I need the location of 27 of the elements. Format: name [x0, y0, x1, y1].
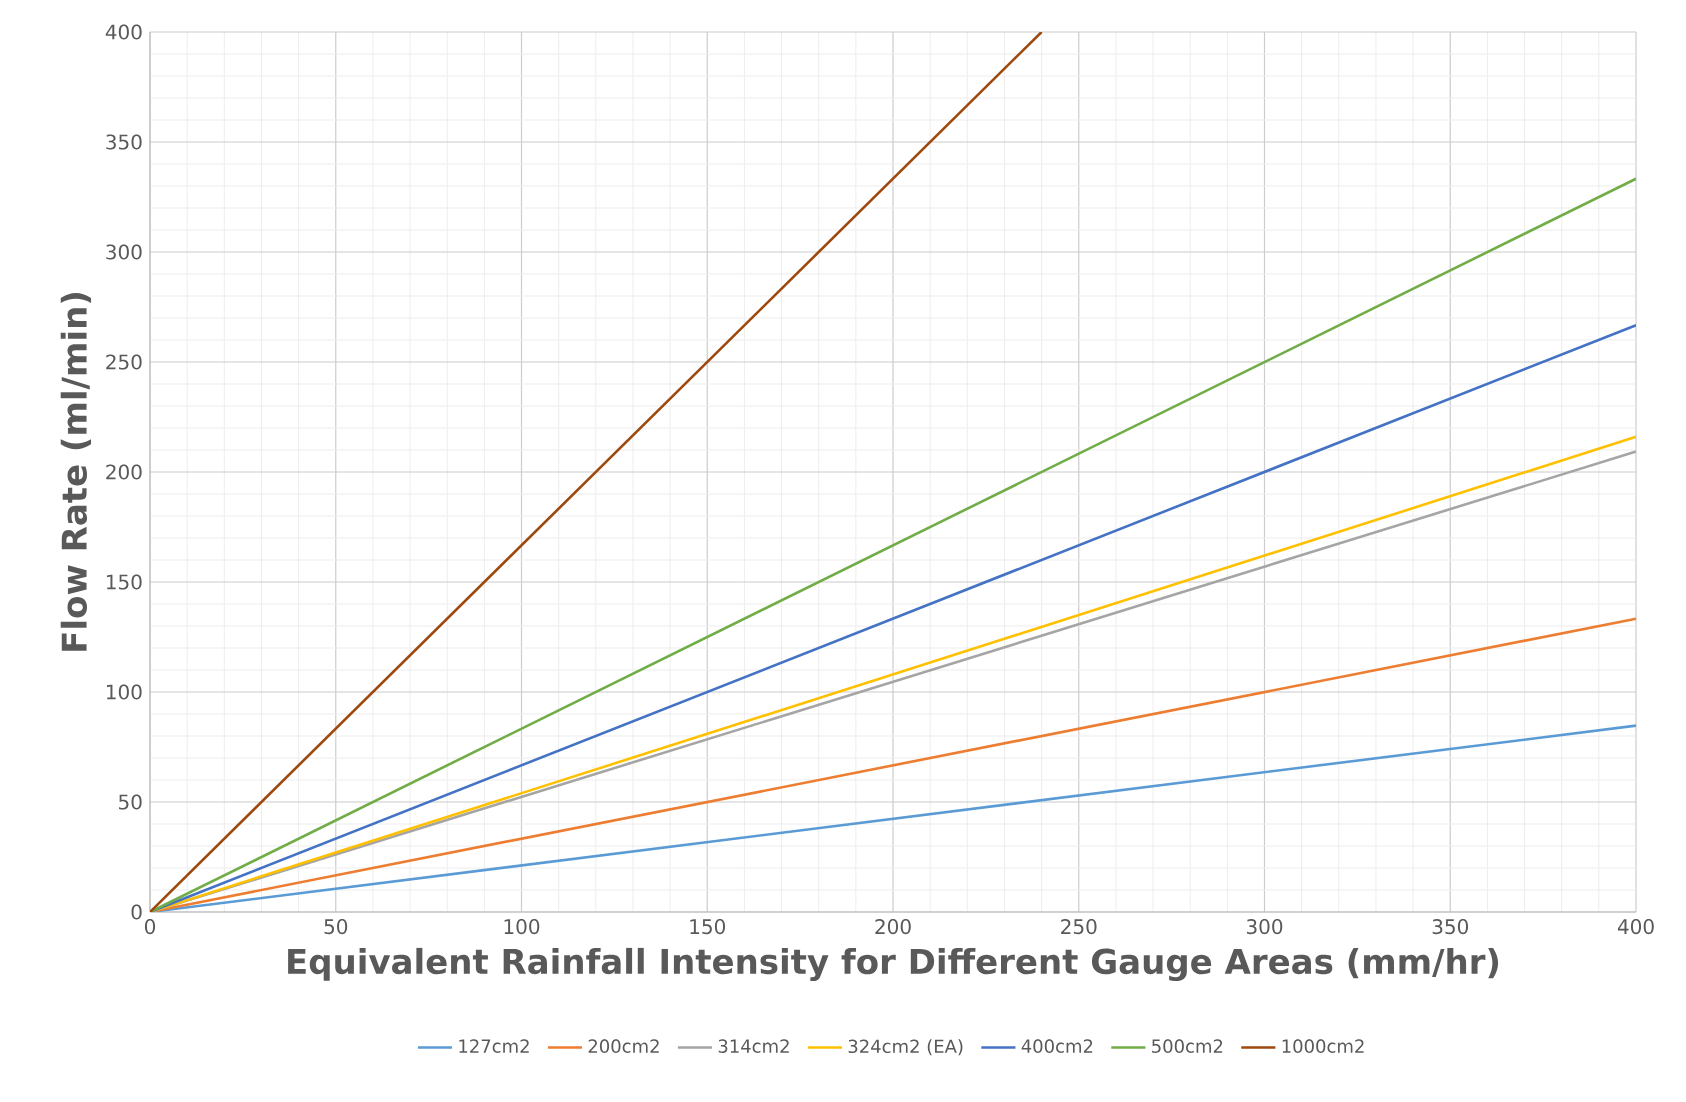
x-axis-title: Equivalent Rainfall Intensity for Different Gauge Areas (mm/hr)	[288, 947, 1499, 982]
x-tick-label: 200	[875, 919, 911, 935]
legend-label: 1000cm2	[1282, 1039, 1364, 1053]
x-tick-label: 250	[1061, 919, 1097, 935]
y-tick-label: 250	[106, 354, 142, 370]
legend-label: 500cm2	[1152, 1039, 1223, 1053]
legend-label: 324cm2 (EA)	[848, 1039, 963, 1056]
x-tick-label: 350	[1432, 919, 1469, 935]
legend-label: 200cm2	[588, 1039, 659, 1053]
legend-label: 314cm2	[718, 1039, 789, 1053]
y-axis-title: Flow Rate (ml/min)	[60, 293, 92, 651]
x-tick-label: 50	[324, 919, 348, 935]
y-tick-label: 100	[106, 684, 142, 700]
y-tick-label: 200	[106, 464, 142, 480]
x-tick-label: 300	[1246, 919, 1283, 935]
x-tick-label: 100	[504, 919, 540, 935]
y-tick-label: 150	[106, 574, 142, 590]
x-tick-label: 0	[144, 919, 156, 935]
legend-label: 400cm2	[1021, 1039, 1093, 1053]
y-tick-label: 50	[119, 794, 142, 810]
y-tick-label: 300	[106, 244, 142, 260]
x-tick-label: 150	[690, 919, 726, 935]
y-tick-label: 400	[105, 24, 142, 40]
x-tick-label: 400	[1617, 919, 1654, 935]
y-tick-label: 0	[131, 904, 142, 920]
legend-label: 127cm2	[459, 1039, 529, 1053]
y-tick-label: 350	[106, 134, 142, 150]
